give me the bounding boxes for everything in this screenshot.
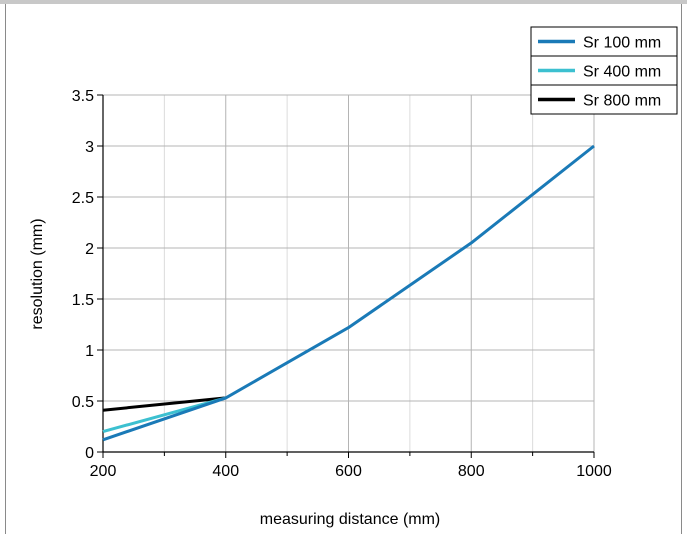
x-axis-label: measuring distance (mm) — [260, 511, 441, 528]
x-tick-label: 800 — [458, 463, 485, 480]
y-tick-label: 3.5 — [72, 88, 94, 105]
series-line-sr-800-mm — [102, 396, 226, 412]
legend-label: Sr 800 mm — [583, 93, 661, 110]
x-tick-label: 600 — [335, 463, 362, 480]
legend-label: Sr 100 mm — [583, 35, 661, 52]
x-tick-label: 1000 — [576, 463, 612, 480]
y-tick-label: 2.5 — [72, 190, 94, 207]
y-tick-label: 3 — [85, 139, 94, 156]
tick-labels: 0 0.5 1 1.5 2 2.5 3 3.5 200 400 600 800 1000 — [72, 88, 612, 480]
y-tick-label: 0 — [85, 445, 94, 462]
axes — [97, 94, 595, 458]
series-lines — [102, 144, 595, 442]
series-line-sr-100-mm — [102, 144, 595, 442]
grid-lines — [102, 94, 595, 453]
frame-left-border — [5, 4, 6, 534]
y-axis-label: resolution (mm) — [29, 218, 46, 329]
x-tick-label: 400 — [212, 463, 239, 480]
y-tick-label: 0.5 — [72, 394, 94, 411]
y-tick-label: 1 — [85, 343, 94, 360]
y-tick-label: 2 — [85, 241, 94, 258]
legend: Sr 100 mm Sr 400 mm Sr 800 mm — [530, 26, 678, 115]
x-tick-label: 200 — [90, 463, 117, 480]
y-tick-label: 1.5 — [72, 292, 94, 309]
frame-right-border — [681, 4, 682, 534]
legend-label: Sr 400 mm — [583, 64, 661, 81]
window-top-bar — [0, 0, 687, 4]
